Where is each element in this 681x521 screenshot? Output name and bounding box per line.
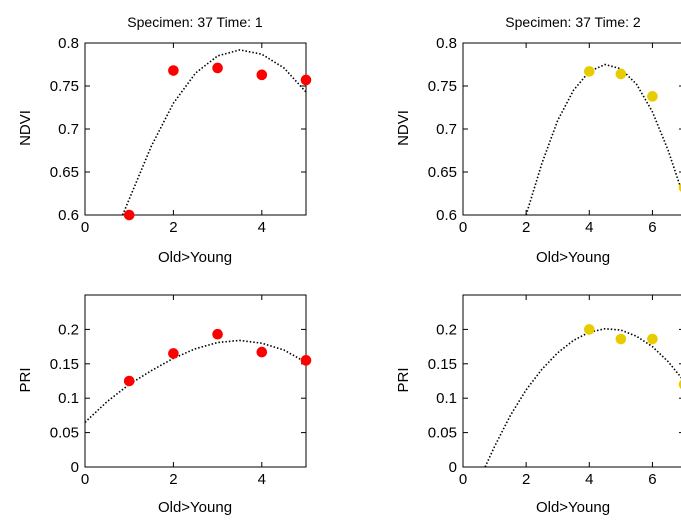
data-point	[212, 328, 223, 340]
x-tick-label: 4	[585, 471, 593, 488]
x-tick-label: 6	[648, 471, 656, 488]
y-axis-label: NDVI	[395, 110, 412, 146]
data-point	[647, 91, 658, 102]
x-tick-label: 4	[585, 219, 593, 236]
data-point	[212, 62, 223, 74]
data-point	[123, 209, 135, 221]
y-tick-label: 0.6	[58, 207, 79, 224]
data-point	[300, 355, 312, 366]
y-axis-label: NDVI	[17, 110, 34, 146]
y-tick-label: 0.7	[436, 121, 457, 138]
data-point	[647, 333, 658, 345]
x-axis-label: Old>Young	[536, 249, 610, 266]
x-tick-label: 0	[81, 219, 89, 236]
y-tick-label: 0.7	[58, 121, 79, 138]
y-tick-label: 0.05	[50, 425, 79, 442]
y-axis-label: PRI	[395, 367, 412, 392]
fit-curve	[121, 49, 307, 216]
data-point	[300, 74, 312, 86]
y-tick-label: 0.15	[50, 356, 79, 373]
data-point	[615, 68, 627, 80]
data-point	[583, 324, 595, 335]
y-tick-label: 0.6	[436, 207, 457, 224]
plot-area	[525, 63, 681, 216]
y-tick-label: 0	[449, 459, 457, 476]
y-tick-label: 0.1	[436, 390, 457, 407]
data-point	[168, 348, 179, 359]
axes-frame	[84, 294, 307, 468]
y-tick-label: 0.05	[428, 425, 457, 442]
fit-curve	[484, 327, 681, 468]
x-tick-label: 0	[459, 219, 467, 236]
chart-title: Specimen: 37 Time: 2	[505, 14, 641, 30]
chart-panel-specimen-37-time-1-ndvi: Specimen: 37 Time: 1 Old>Young NDVI 0 2 4 0…	[17, 14, 312, 266]
x-axis-label: Old>Young	[536, 499, 610, 516]
chart-panel-specimen-37-time-2-ndvi: Specimen: 37 Time: 2 Old>Young NDVI 0 2 4 6…	[395, 14, 681, 266]
y-tick-label: 0.2	[436, 321, 457, 338]
x-tick-label: 4	[258, 471, 266, 488]
x-tick-label: 4	[258, 219, 266, 236]
y-tick-label: 0.75	[50, 78, 79, 95]
x-tick-label: 2	[522, 219, 530, 236]
x-tick-label: 0	[459, 471, 467, 488]
x-axis-label: Old>Young	[158, 499, 232, 516]
data-point	[615, 333, 627, 345]
data-point	[256, 346, 268, 358]
x-tick-label: 0	[81, 471, 89, 488]
data-point	[123, 375, 135, 387]
x-tick-label: 6	[648, 219, 656, 236]
y-tick-label: 0.8	[436, 35, 457, 52]
fit-curve	[525, 63, 681, 216]
y-tick-label: 0.15	[428, 356, 457, 373]
plot-area	[121, 49, 312, 221]
axes-frame	[462, 294, 681, 468]
y-tick-label: 0.2	[58, 321, 79, 338]
data-point	[256, 69, 268, 81]
y-tick-label: 0.1	[58, 390, 79, 407]
y-tick-label: 0.65	[50, 164, 79, 181]
data-point	[168, 65, 179, 76]
plot-area	[84, 328, 312, 423]
x-tick-label: 2	[169, 219, 177, 236]
y-tick-label: 0.8	[58, 35, 79, 52]
data-point	[583, 66, 595, 77]
chart-panel-pri-time-1: Old>Young PRI 0 2 4 0 0.05 0.1 0.15 0.2	[17, 294, 312, 516]
x-axis-label: Old>Young	[158, 249, 232, 266]
x-tick-label: 2	[522, 471, 530, 488]
axes-frame	[462, 42, 681, 216]
chart-panel-pri-time-2: Old>Young PRI 0 2 4 6 0 0.05 0.1 0.15 0.2	[395, 294, 681, 516]
y-tick-label: 0.75	[428, 78, 457, 95]
plot-area	[484, 324, 681, 468]
y-axis-label: PRI	[17, 367, 34, 392]
y-tick-label: 0	[71, 459, 79, 476]
data-point	[678, 380, 681, 389]
fit-curve	[84, 339, 307, 423]
axes-frame	[84, 42, 307, 216]
x-tick-label: 2	[169, 471, 177, 488]
data-point	[678, 183, 681, 192]
y-tick-label: 0.65	[428, 164, 457, 181]
chart-title: Specimen: 37 Time: 1	[127, 14, 263, 30]
